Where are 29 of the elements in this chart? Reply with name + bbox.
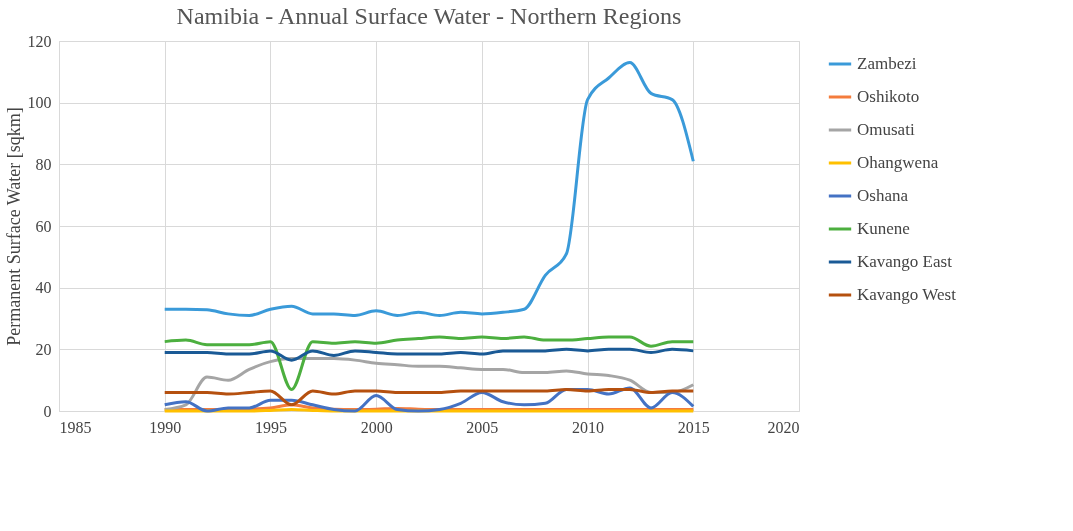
x-tick-label: 2005 [466, 418, 499, 436]
y-axis-title: Permanent Surface Water [sqkm] [3, 107, 24, 346]
x-tick-label: 1985 [59, 418, 92, 436]
x-tick-label: 2010 [572, 418, 605, 436]
legend-label: Omusati [857, 120, 915, 139]
x-tick-label: 1990 [149, 418, 182, 436]
legend-label: Zambezi [857, 54, 917, 73]
y-tick-label: 100 [27, 94, 52, 112]
line-series [163, 335, 695, 391]
x-tick-label: 2020 [767, 418, 800, 436]
legend-label: Oshana [857, 186, 909, 205]
y-tick-label: 60 [35, 217, 52, 235]
legend-label: Ohangwena [857, 153, 939, 172]
legend-label: Oshikoto [857, 87, 920, 106]
legend-label: Kavango East [857, 252, 953, 271]
x-tick-label: 2000 [360, 418, 393, 436]
y-tick-label: 0 [43, 402, 52, 420]
y-tick-label: 80 [35, 155, 52, 173]
x-tick-label: 2015 [677, 418, 710, 436]
line-series [163, 387, 695, 407]
y-tick-label: 120 [27, 32, 52, 50]
line-series [163, 61, 695, 317]
y-tick-label: 20 [35, 340, 52, 358]
chart-title: Namibia - Annual Surface Water - Northern Regions [176, 3, 682, 29]
x-tick-label: 1995 [254, 418, 287, 436]
y-tick-label: 40 [35, 279, 52, 297]
legend-label: Kunene [857, 219, 910, 238]
line-series [163, 347, 695, 362]
legend-label: Kavango West [857, 285, 957, 304]
